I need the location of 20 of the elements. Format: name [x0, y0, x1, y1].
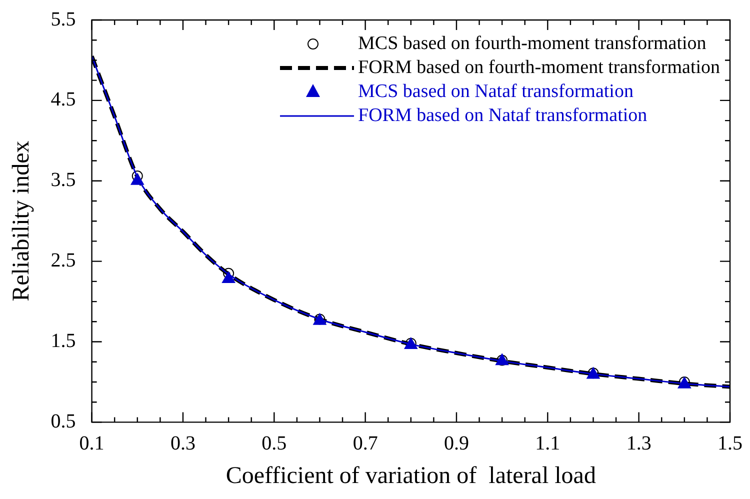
x-tick-label: 0.9	[444, 432, 469, 454]
legend-label: FORM based on Nataf transformation	[358, 104, 648, 126]
y-tick-label: 0.5	[50, 410, 76, 432]
y-tick-label: 1.5	[50, 330, 76, 352]
y-tick-label: 4.5	[50, 88, 76, 111]
y-tick-label: 2.5	[50, 250, 76, 272]
x-axis-title: Coefficient of variation of lateral load	[226, 462, 596, 489]
x-tick-label: 1.3	[626, 432, 652, 454]
legend-label: MCS based on fourth-moment transformation	[358, 32, 707, 54]
x-tick-label: 1.1	[535, 432, 560, 454]
x-tick-label: 0.1	[79, 432, 104, 454]
x-tick-label: 0.3	[170, 432, 196, 454]
y-tick-label: 3.5	[50, 169, 76, 192]
x-tick-label: 0.7	[352, 432, 378, 454]
x-tick-label: 1.5	[718, 432, 742, 454]
legend-label: FORM based on fourth-moment transformation	[358, 56, 720, 78]
x-tick-label: 0.5	[262, 432, 287, 454]
legend-label: MCS based on Nataf transformation	[358, 80, 634, 102]
y-axis-title: Reliability index	[8, 140, 35, 302]
y-tick-label: 5.5	[50, 8, 76, 30]
